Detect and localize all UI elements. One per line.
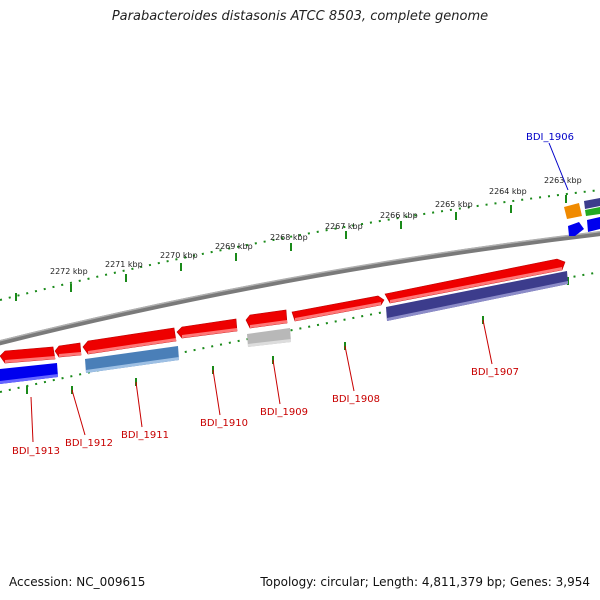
- tick-label: 2269 kbp: [215, 242, 253, 251]
- gene-label-1906[interactable]: BDI_1906: [526, 132, 574, 143]
- accession-text: Accession: NC_009615: [9, 575, 146, 589]
- feature-block-green[interactable]: [585, 207, 600, 216]
- tick-label: 2263 kbp: [544, 176, 582, 185]
- feature-block-navy[interactable]: [584, 198, 600, 209]
- cds-arrow-1910[interactable]: [176, 318, 238, 339]
- cds-arrow-1907[interactable]: [384, 258, 566, 304]
- tick-label: 2272 kbp: [50, 267, 88, 276]
- protein-block-1907[interactable]: [386, 271, 568, 321]
- tick-label: 2265 kbp: [435, 200, 473, 209]
- protein-block-1909-shade: [248, 339, 291, 347]
- genome-backbone-highlight: [0, 230, 600, 342]
- leader-1909: [272, 359, 281, 405]
- protein-block-1913-shade: [0, 374, 58, 384]
- leader-1913: [30, 396, 34, 443]
- tick-label: 2266 kbp: [380, 211, 418, 220]
- cds-arrow-1912-shade: [59, 352, 81, 357]
- tick-label: 2264 kbp: [489, 187, 527, 196]
- cds-arrow-1907-shade: [390, 267, 562, 303]
- gene-label-1911[interactable]: BDI_1911: [121, 430, 169, 441]
- lower-ruler: [0, 271, 600, 393]
- diagram-title: Parabacteroides distasonis ATCC 8503, co…: [111, 9, 489, 24]
- genome-summary: Topology: circular; Length: 4,811,379 bp…: [260, 575, 590, 589]
- leader-1907: [482, 319, 493, 365]
- leader-1912: [71, 389, 86, 436]
- leader-1910: [212, 369, 221, 416]
- genome-backbone: [0, 231, 600, 346]
- tick-label: 2271 kbp: [105, 260, 143, 269]
- gene-labels: BDI_1906 BDI_1907 BDI_1908 BDI_1909 BDI_…: [12, 132, 574, 457]
- cds-arrow-1910-shade: [182, 328, 237, 338]
- cds-arrow-1913-shade: [5, 356, 55, 363]
- gene-label-1912[interactable]: BDI_1912: [65, 438, 113, 449]
- gene-label-1913[interactable]: BDI_1913: [12, 446, 60, 457]
- gene-label-1910[interactable]: BDI_1910: [200, 418, 248, 429]
- leader-1908: [344, 345, 355, 392]
- tick-label: 2270 kbp: [160, 251, 198, 260]
- cds-arrow-1909-shade: [250, 320, 287, 328]
- cds-arrow-1911[interactable]: [82, 327, 177, 355]
- protein-block-edge[interactable]: [587, 217, 600, 232]
- protein-block-1911-shade: [86, 357, 179, 373]
- protein-block-1911[interactable]: [85, 346, 179, 373]
- rna-block-orange[interactable]: [564, 203, 582, 219]
- cds-arrow-1908-shade: [295, 302, 381, 321]
- cds-arrow-1911-shade: [88, 338, 176, 354]
- upper-ruler: [0, 189, 600, 301]
- leader-1906: [548, 142, 569, 191]
- cds-forward: [0, 258, 566, 364]
- protein-block-1907-shade: [387, 281, 568, 321]
- leader-lines: [30, 142, 569, 443]
- protein-features: [0, 271, 568, 384]
- tick-label: 2267 kbp: [325, 222, 363, 231]
- leader-1911: [135, 381, 143, 428]
- protein-arrow-1906[interactable]: [568, 222, 584, 236]
- gene-label-1909[interactable]: BDI_1909: [260, 407, 308, 418]
- gene-label-1908[interactable]: BDI_1908: [332, 394, 380, 405]
- tick-label: 2268 kbp: [270, 233, 308, 242]
- edge-features: [564, 198, 600, 236]
- gene-label-1907[interactable]: BDI_1907: [471, 367, 519, 378]
